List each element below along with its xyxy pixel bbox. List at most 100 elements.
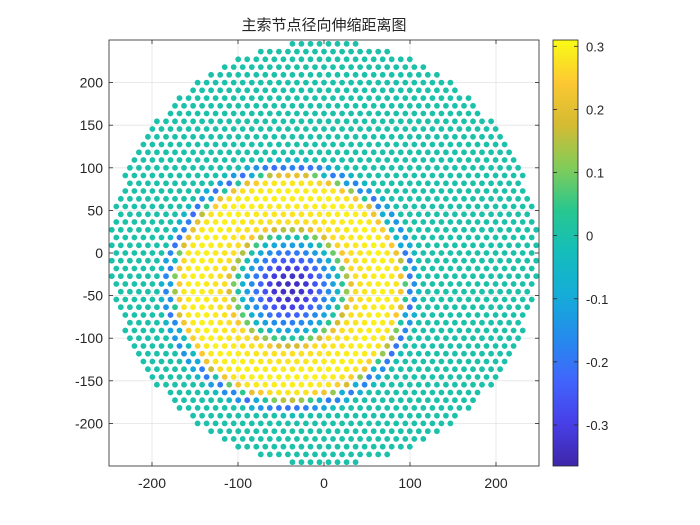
scatter-point [361, 226, 368, 233]
scatter-point [420, 95, 427, 101]
scatter-point [244, 118, 251, 125]
scatter-point [397, 195, 404, 202]
scatter-point [248, 79, 255, 86]
scatter-point [370, 412, 377, 419]
scatter-point [447, 358, 454, 365]
scatter-point [289, 242, 296, 249]
scatter-point [185, 250, 192, 256]
scatter-point [221, 327, 228, 334]
scatter-point [262, 381, 269, 388]
scatter-point [239, 358, 246, 365]
chart-title: 主索节点径向伸缩距离图 [241, 16, 406, 34]
scatter-point [190, 226, 197, 233]
scatter-point [510, 296, 517, 303]
scatter-point [285, 234, 291, 241]
scatter-point [212, 110, 219, 117]
scatter-point [339, 405, 345, 411]
scatter-point [379, 350, 386, 357]
scatter-point [339, 157, 345, 163]
scatter-point [420, 312, 427, 318]
scatter-point [370, 226, 377, 233]
scatter-point [266, 327, 273, 334]
scatter-point [456, 327, 463, 334]
scatter-point [194, 157, 201, 163]
scatter-point [352, 459, 359, 466]
scatter-point [181, 211, 187, 218]
scatter-point [230, 64, 237, 70]
scatter-point [366, 110, 372, 117]
scatter-point [348, 157, 354, 163]
scatter-point [361, 443, 368, 450]
scatter-point [434, 71, 440, 78]
scatter-point [266, 374, 273, 380]
scatter-point [199, 412, 206, 419]
scatter-point [397, 102, 404, 109]
scatter-point [289, 226, 296, 233]
scatter-point [136, 149, 142, 156]
scatter-point [266, 48, 273, 55]
scatter-point [307, 273, 314, 280]
scatter-point [420, 219, 427, 225]
scatter-point [465, 157, 472, 163]
scatter-point [194, 203, 201, 210]
scatter-point [434, 428, 440, 435]
scatter-point [488, 319, 494, 326]
scatter-point [294, 405, 300, 411]
scatter-point [352, 71, 359, 78]
scatter-point [379, 242, 386, 249]
scatter-point [388, 257, 395, 264]
scatter-point [194, 188, 201, 194]
scatter-point [388, 350, 395, 357]
scatter-point [276, 405, 282, 411]
scatter-point [501, 296, 508, 303]
scatter-point [397, 443, 404, 450]
scatter-point [190, 350, 197, 357]
scatter-point [271, 288, 278, 295]
scatter-point [185, 312, 192, 318]
scatter-point [312, 451, 318, 458]
scatter-point [501, 219, 508, 225]
scatter-point [528, 281, 535, 287]
scatter-point [307, 195, 314, 202]
scatter-point [524, 195, 531, 202]
scatter-point [321, 126, 327, 132]
scatter-point [406, 335, 413, 342]
scatter-point [303, 172, 309, 179]
scatter-point [343, 257, 350, 264]
scatter-point [199, 366, 206, 373]
scatter-point [434, 164, 440, 171]
scatter-point [239, 64, 246, 70]
scatter-point [239, 157, 246, 163]
scatter-point [203, 141, 210, 148]
scatter-point [447, 157, 454, 163]
scatter-point [343, 319, 350, 326]
scatter-point [203, 327, 210, 334]
scatter-point [248, 312, 255, 318]
scatter-point [316, 180, 323, 187]
scatter-point [352, 335, 359, 342]
scatter-point [397, 397, 404, 404]
scatter-point [438, 234, 445, 241]
scatter-point [483, 358, 490, 365]
scatter-point [402, 172, 409, 179]
scatter-point [415, 273, 422, 280]
scatter-point [226, 242, 233, 249]
scatter-point [424, 242, 431, 249]
scatter-point [402, 296, 409, 303]
scatter-point [352, 87, 359, 94]
scatter-point [375, 281, 382, 287]
scatter-point [461, 118, 467, 125]
scatter-point [415, 164, 422, 171]
scatter-point [379, 273, 386, 280]
scatter-point [420, 327, 427, 334]
scatter-point [298, 397, 305, 404]
scatter-point [235, 118, 242, 125]
scatter-point [343, 164, 350, 171]
scatter-point [361, 428, 368, 435]
scatter-point [244, 149, 251, 156]
scatter-point [154, 180, 160, 187]
scatter-point [271, 242, 278, 249]
scatter-point [429, 95, 436, 101]
scatter-point [528, 219, 535, 225]
scatter-point [492, 358, 499, 365]
